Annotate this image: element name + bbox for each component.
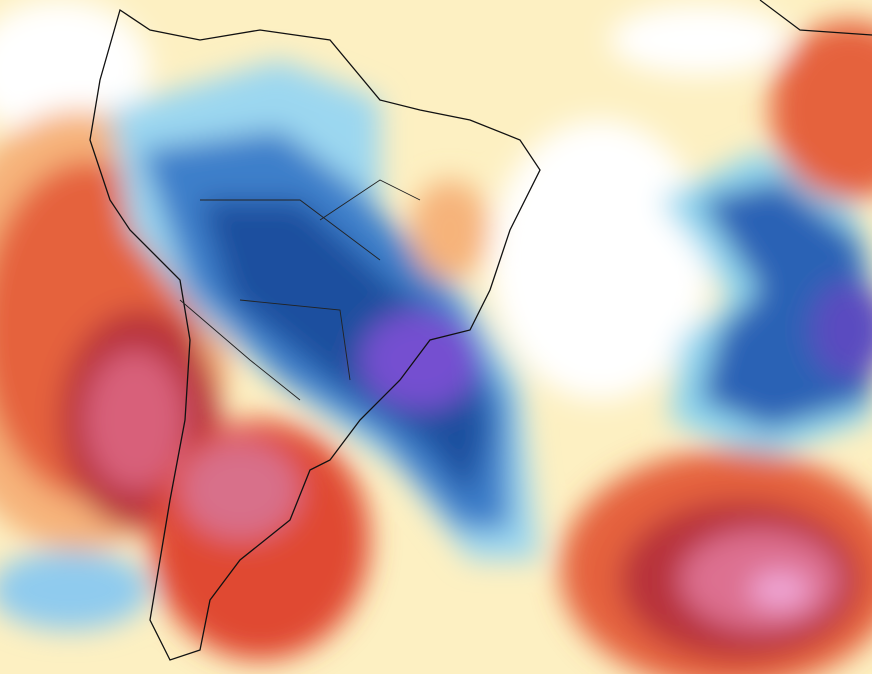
- warm-anomaly: [180, 440, 300, 540]
- neutral-zone: [610, 5, 790, 75]
- borders: [179, 179, 421, 401]
- cold-anomaly: [200, 200, 490, 500]
- warm-anomaly: [410, 180, 490, 280]
- cold-anomaly: [360, 310, 480, 410]
- coastline: [759, 0, 872, 36]
- coastline: [89, 8, 541, 661]
- cold-anomaly: [0, 550, 150, 630]
- neutral-zone: [490, 120, 710, 400]
- cold-anomaly: [810, 280, 872, 380]
- warm-anomaly: [770, 20, 872, 200]
- warm-anomaly: [85, 350, 185, 490]
- warm-anomaly: [750, 572, 810, 608]
